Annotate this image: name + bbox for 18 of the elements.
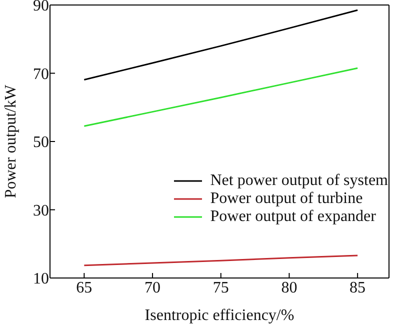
line-series: [83, 67, 358, 127]
x-tick-label: 70: [144, 279, 161, 296]
legend-label: Net power output of system: [210, 172, 388, 190]
x-tick-label: 65: [76, 279, 92, 296]
y-tick-label: 30: [33, 202, 49, 220]
y-tick-label: 90: [33, 0, 49, 15]
x-tick-label: 80: [281, 279, 298, 296]
x-axis-title: Isentropic efficiency/%: [144, 307, 294, 324]
line-series: [83, 9, 358, 80]
y-tick-label: 50: [33, 134, 49, 152]
y-axis-title: Power output/kW: [2, 84, 20, 198]
line-series: [83, 254, 358, 266]
legend-label: Power output of expander: [210, 208, 376, 226]
x-tick-label: 75: [212, 279, 229, 296]
legend-label: Power output of turbine: [210, 190, 363, 208]
y-tick-label: 10: [33, 270, 49, 288]
y-tick-label: 70: [33, 66, 49, 83]
x-tick-label: 85: [350, 279, 366, 296]
